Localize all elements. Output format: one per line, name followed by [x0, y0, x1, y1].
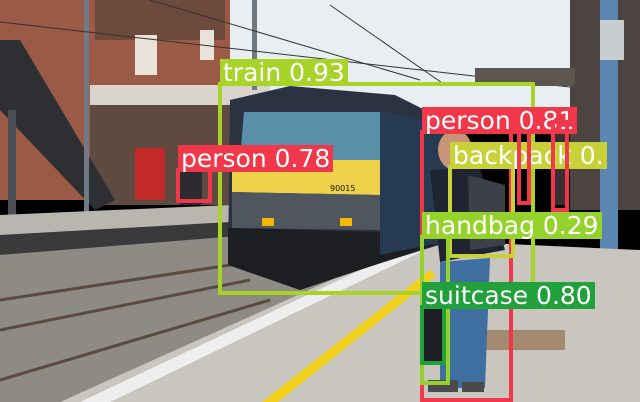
locomotive-windscreen — [240, 112, 388, 160]
stair-support — [8, 110, 16, 220]
left-platform-edge — [0, 222, 230, 255]
locomotive-yellow-front — [232, 160, 380, 195]
man-backpack — [468, 175, 505, 250]
platform-mat — [485, 330, 565, 350]
suitcase-body — [422, 305, 442, 365]
vending-machine — [135, 148, 165, 200]
platform-yellow-line — [262, 270, 436, 402]
locomotive-grey-front — [232, 192, 380, 230]
rail — [0, 278, 251, 332]
signal-box — [600, 20, 624, 60]
overhead-pole — [252, 0, 257, 90]
platform-edge-white — [80, 242, 425, 402]
overhead-wire — [149, 0, 421, 81]
man-shoe — [428, 380, 458, 392]
distant-person — [180, 165, 202, 205]
headlight — [340, 218, 352, 226]
headlight — [262, 218, 274, 226]
distant-person — [555, 130, 567, 205]
building-window — [135, 35, 157, 75]
man-head — [438, 130, 472, 170]
rail — [0, 260, 251, 302]
platform-canopy — [90, 85, 270, 107]
man-shoe — [462, 382, 484, 392]
main-platform — [60, 240, 640, 402]
rail — [0, 298, 271, 382]
train-number: 90015 — [330, 184, 355, 193]
building-window — [200, 30, 214, 60]
overhead-wire — [329, 4, 446, 86]
overhead-pole — [84, 0, 89, 215]
man-jeans — [440, 258, 490, 388]
right-canopy — [475, 68, 575, 86]
